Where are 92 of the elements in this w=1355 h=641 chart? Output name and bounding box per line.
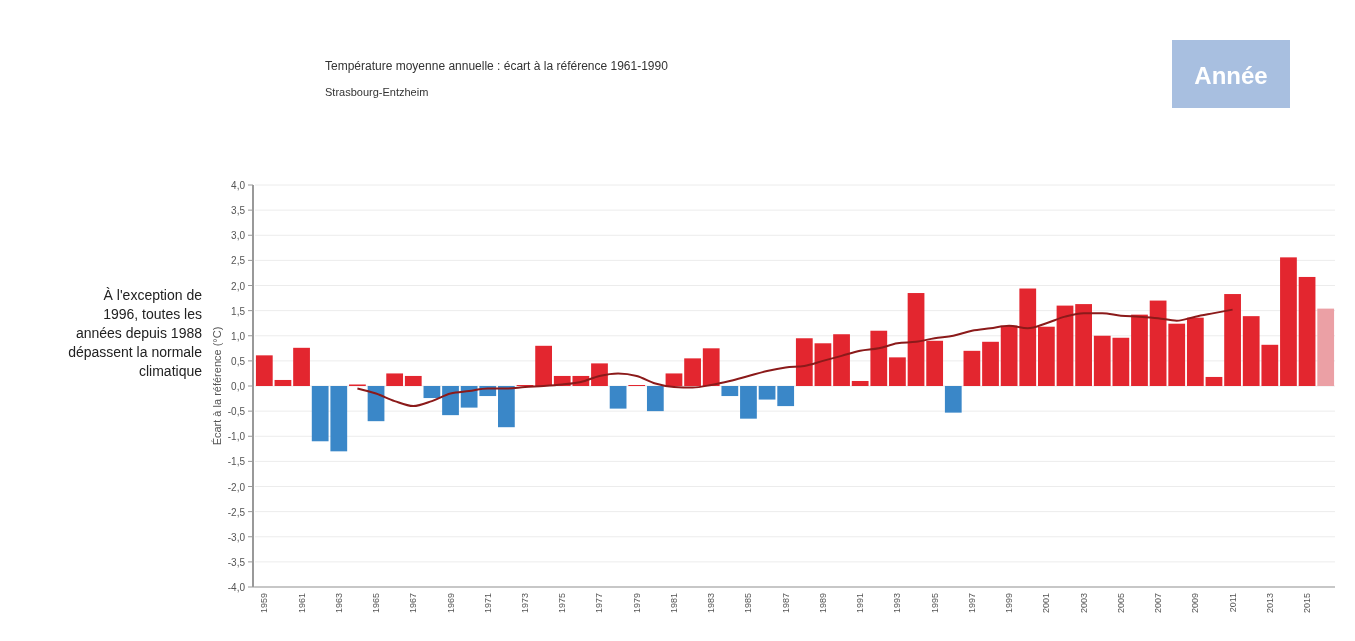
bar — [833, 334, 850, 386]
line-series — [356, 308, 1234, 408]
x-tick-label: 2013 — [1264, 593, 1275, 614]
x-tick-label: 2007 — [1153, 593, 1164, 614]
bar — [1298, 276, 1316, 386]
y-tick-label: 4,0 — [231, 180, 246, 191]
x-tick-label: 2009 — [1190, 593, 1201, 614]
x-tick-label: 1995 — [929, 593, 940, 614]
x-tick-label: 1993 — [892, 593, 903, 614]
bar — [721, 386, 739, 397]
x-tick-label: 2005 — [1115, 593, 1126, 614]
y-tick-label: 2,0 — [231, 280, 246, 292]
x-tick-label: 1997 — [966, 593, 977, 614]
y-tick-label: 3,0 — [231, 230, 246, 242]
bar — [1224, 294, 1241, 386]
bar — [665, 373, 683, 386]
bar — [404, 375, 422, 386]
bar — [1186, 317, 1204, 386]
bar — [777, 386, 795, 407]
y-axis-title: Écart à la référence (°C) — [211, 326, 223, 446]
x-tick-label: 1977 — [594, 593, 605, 614]
bar — [609, 386, 627, 409]
x-tick-label: 2011 — [1227, 593, 1238, 613]
x-tick-label: 1971 — [482, 593, 493, 614]
x-tick-label: 1989 — [817, 593, 828, 614]
bar — [795, 338, 813, 386]
x-tick-label: 1999 — [1004, 593, 1015, 614]
bar — [255, 355, 273, 386]
y-tick-label: 3,5 — [231, 205, 246, 217]
y-tick-label: -3,0 — [227, 531, 246, 543]
y-tick-label: 0,5 — [231, 355, 246, 367]
y-tick-label: 1,5 — [231, 305, 246, 317]
bar — [1056, 305, 1074, 386]
bar — [646, 386, 664, 412]
y-tick-label: -2,0 — [227, 481, 246, 493]
y-tick-label: 0,0 — [231, 381, 246, 392]
bar — [498, 386, 515, 428]
text: À l'exception de 1996, toutes les années depuis 1988 dépassent la normale climatique — [68, 287, 203, 379]
bar — [1038, 326, 1055, 386]
bar — [442, 386, 459, 416]
bar — [944, 386, 962, 413]
x-tick-label: 1959 — [259, 593, 270, 614]
y-tick-label: -1,0 — [227, 431, 246, 443]
x-tick-label: 1979 — [631, 593, 642, 614]
bar — [1131, 314, 1148, 386]
bar — [907, 293, 925, 386]
bar — [740, 386, 757, 419]
bar — [1280, 257, 1297, 386]
text: Année — [1194, 62, 1268, 89]
bar — [684, 358, 701, 386]
y-tick-label: -1,5 — [227, 456, 246, 468]
y-tick-label: -2,5 — [227, 506, 246, 518]
x-tick-label: 1983 — [706, 593, 717, 614]
bar — [889, 357, 906, 386]
y-tick-label: -0,5 — [227, 406, 246, 418]
y-tick-label: 1,0 — [231, 330, 246, 342]
chart-subtitle: Strasbourg-Entzheim — [325, 86, 429, 98]
bar — [423, 386, 441, 399]
bar — [274, 379, 292, 386]
bar — [591, 363, 608, 386]
bar — [926, 340, 944, 386]
x-tick-label: 1991 — [855, 593, 866, 614]
bar — [814, 343, 832, 386]
x-tick-label: 1963 — [333, 593, 344, 614]
bar — [1205, 376, 1223, 386]
x-tick-label: 1961 — [296, 593, 307, 614]
y-tick-label: -4,0 — [227, 582, 246, 593]
x-tick-label: 1969 — [445, 593, 456, 614]
bar — [702, 348, 720, 386]
x-tick-label: 1975 — [557, 593, 568, 614]
bar — [982, 341, 999, 386]
bar — [386, 373, 404, 386]
bar — [293, 347, 310, 386]
bar — [1168, 323, 1186, 386]
x-tick-label: 1965 — [371, 593, 382, 614]
x-tick-label: 1981 — [668, 593, 679, 614]
bar — [1075, 304, 1092, 386]
x-tick-label: 1987 — [780, 593, 791, 614]
bar — [963, 350, 981, 386]
bar — [1149, 300, 1167, 386]
x-tick-label: 2003 — [1078, 593, 1089, 614]
x-tick-label: 1967 — [408, 593, 419, 614]
x-tick-label: 2001 — [1041, 593, 1052, 614]
chart-title: Température moyenne annuelle : écart à la référence 1961-1990 — [325, 59, 669, 73]
bar — [758, 386, 776, 400]
y-tick-label: -3,5 — [227, 556, 246, 568]
x-tick-label: 1973 — [520, 593, 530, 614]
bar — [535, 345, 552, 386]
y-tick-label: 2,5 — [231, 255, 246, 267]
x-tick-label: 2015 — [1302, 593, 1313, 614]
x-tick-label: 1985 — [743, 593, 754, 614]
bar — [1317, 308, 1335, 386]
